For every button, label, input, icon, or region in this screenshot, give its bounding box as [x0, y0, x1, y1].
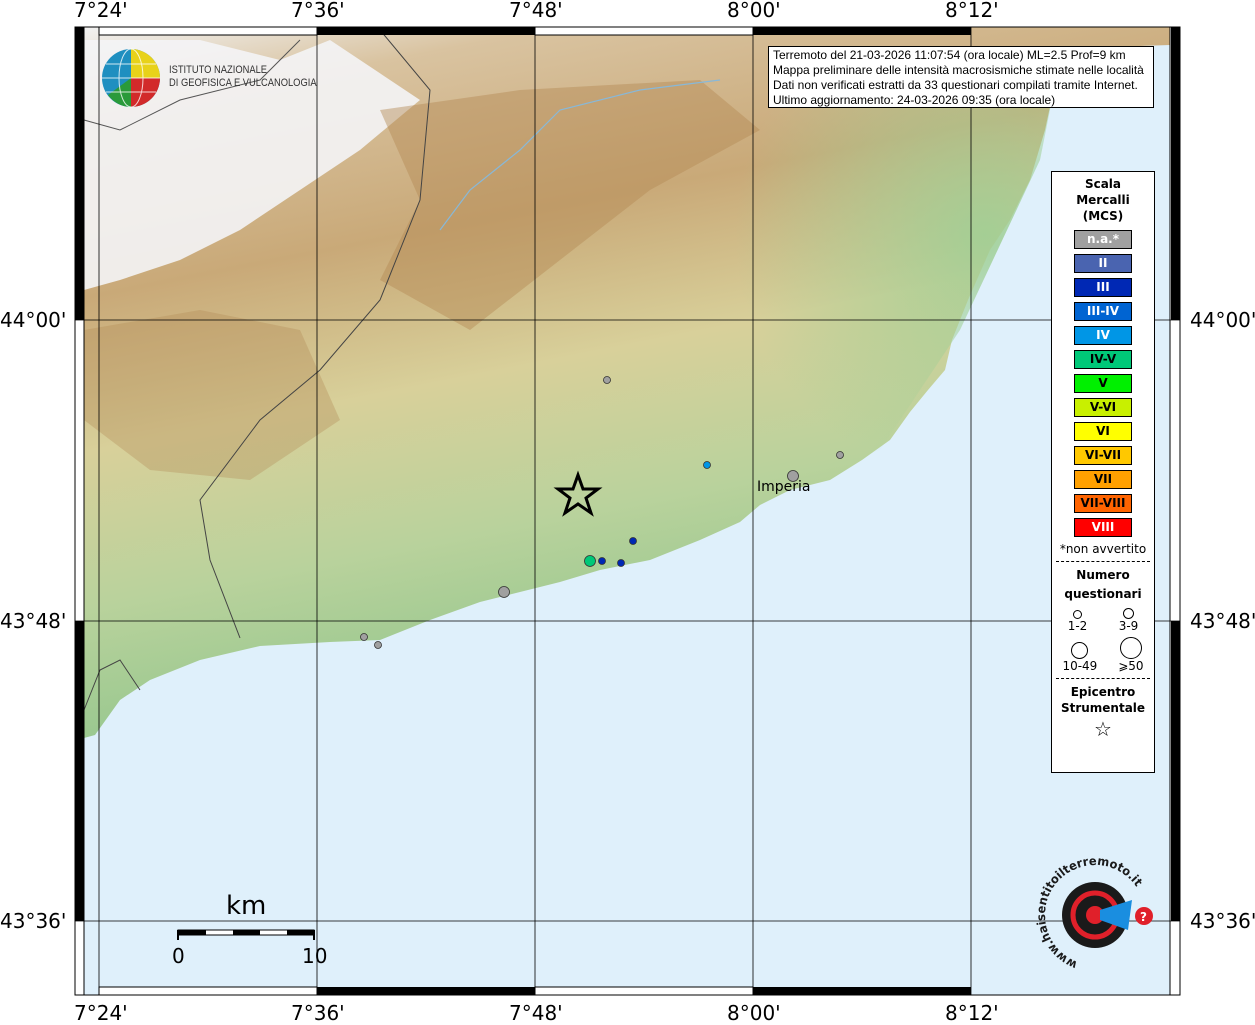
logo-line2: DI GEOFISICA E VULCANOLOGIA: [169, 77, 317, 89]
event-info-line: Terremoto del 21-03-2026 11:07:54 (ora l…: [773, 48, 1126, 62]
site-marker[interactable]: [703, 461, 711, 469]
size-50: ⩾50: [1118, 637, 1144, 673]
lon-tick-top: 8°00': [727, 0, 781, 22]
intensity-scale: n.a.* II III III-IV IV IV-V V V-VI VI VI-VII VII VI…: [1052, 230, 1154, 537]
site-marker[interactable]: [836, 451, 844, 459]
mountain-area: [380, 80, 760, 330]
legend-swatch: III-IV: [1074, 302, 1132, 321]
site-marker[interactable]: [584, 555, 596, 567]
site-marker[interactable]: [360, 633, 368, 641]
river: [439, 79, 721, 231]
legend-swatch: VII: [1074, 470, 1132, 489]
logo-line1: ISTITUTO NAZIONALE: [169, 64, 268, 76]
lon-tick-top: 7°36': [291, 0, 345, 22]
epicenter-star-icon[interactable]: [553, 470, 603, 517]
border-line: [83, 659, 141, 711]
legend-title: Mercalli: [1076, 193, 1130, 207]
legend: Scala Mercalli (MCS) n.a.* II III III-IV IV I…: [1051, 171, 1155, 773]
divider: [1056, 678, 1150, 679]
ingv-logo-text: ISTITUTO NAZIONALE DI GEOFISICA E VULCAN…: [169, 64, 317, 90]
lat-tick-right: 43°48': [1190, 609, 1255, 633]
site-marker[interactable]: [603, 376, 611, 384]
city-label-imperia: Imperia: [757, 479, 811, 495]
size-label: ⩾50: [1118, 659, 1144, 673]
snow-area: [84, 40, 420, 290]
site-marker[interactable]: [374, 641, 382, 649]
lon-tick-bottom: 8°12': [945, 1001, 999, 1025]
site-marker[interactable]: [629, 537, 637, 545]
size-label: 1-2: [1067, 619, 1088, 633]
legend-swatch: VI: [1074, 422, 1132, 441]
ingv-globe-logo: [102, 48, 160, 108]
count-title: Numero: [1076, 568, 1130, 582]
lat-tick-left: 44°00': [0, 308, 67, 332]
legend-swatch: II: [1074, 254, 1132, 273]
lon-tick-bottom: 7°48': [509, 1001, 563, 1025]
divider: [1056, 561, 1150, 562]
lon-tick-top: 7°24': [74, 0, 128, 22]
lat-tick-left: 43°48': [0, 609, 67, 633]
scale-unit: km: [226, 891, 266, 921]
event-info-line: Mappa preliminare delle intensità macros…: [773, 63, 1144, 77]
legend-swatch: VII-VIII: [1074, 494, 1132, 513]
haisentito-logo: ?: [1062, 882, 1153, 948]
lon-tick-bottom: 7°36': [291, 1001, 345, 1025]
size-label: 10-49: [1062, 659, 1098, 673]
scale-min: 0: [172, 944, 185, 968]
lon-tick-top: 7°48': [509, 0, 563, 22]
legend-title: Scala: [1084, 177, 1122, 191]
legend-title: (MCS): [1082, 209, 1124, 223]
epicenter-title: Epicentro: [1070, 685, 1136, 699]
legend-swatch: IV: [1074, 326, 1132, 345]
scale-max: 10: [302, 944, 327, 968]
svg-text:?: ?: [1140, 910, 1147, 924]
event-info-line: Dati non verificati estratti da 33 quest…: [773, 78, 1138, 92]
scale-bar: km 0 10: [172, 891, 327, 968]
legend-swatch: V-VI: [1074, 398, 1132, 417]
epicenter-title: Strumentale: [1060, 701, 1146, 715]
star-icon: ☆: [1094, 717, 1112, 741]
legend-swatch: III: [1074, 278, 1132, 297]
event-info-line: Ultimo aggiornamento: 24-03-2026 09:35 (…: [773, 93, 1056, 107]
site-marker[interactable]: [617, 559, 625, 567]
coastal-hills: [560, 60, 1060, 560]
mountain-area: [84, 310, 340, 480]
size-3-9: 3-9: [1118, 608, 1139, 633]
size-label: 3-9: [1118, 619, 1139, 633]
lat-tick-left: 43°36': [0, 909, 67, 933]
legend-swatch: VIII: [1074, 518, 1132, 537]
site-marker[interactable]: [598, 557, 606, 565]
lat-tick-right: 43°36': [1190, 909, 1255, 933]
lon-tick-bottom: 7°24': [74, 1001, 128, 1025]
count-title: questionari: [1064, 587, 1142, 601]
size-1-2: 1-2: [1067, 608, 1088, 633]
border-line: [199, 29, 431, 639]
legend-swatch: VI-VII: [1074, 446, 1132, 465]
size-10-49: 10-49: [1062, 637, 1097, 673]
legend-swatch: n.a.*: [1074, 230, 1132, 249]
map-frame: [74, 26, 1181, 996]
lon-tick-bottom: 8°00': [727, 1001, 781, 1025]
lat-tick-right: 44°00': [1190, 308, 1255, 332]
site-marker[interactable]: [787, 470, 799, 482]
border-line: [83, 39, 301, 131]
na-note: *non avvertito: [1059, 542, 1147, 556]
lon-tick-top: 8°12': [945, 0, 999, 22]
graticule: [75, 27, 1180, 995]
site-marker[interactable]: [498, 586, 510, 598]
legend-swatch: V: [1074, 374, 1132, 393]
legend-swatch: IV-V: [1074, 350, 1132, 369]
event-info-box: Terremoto del 21-03-2026 11:07:54 (ora l…: [768, 46, 1154, 108]
